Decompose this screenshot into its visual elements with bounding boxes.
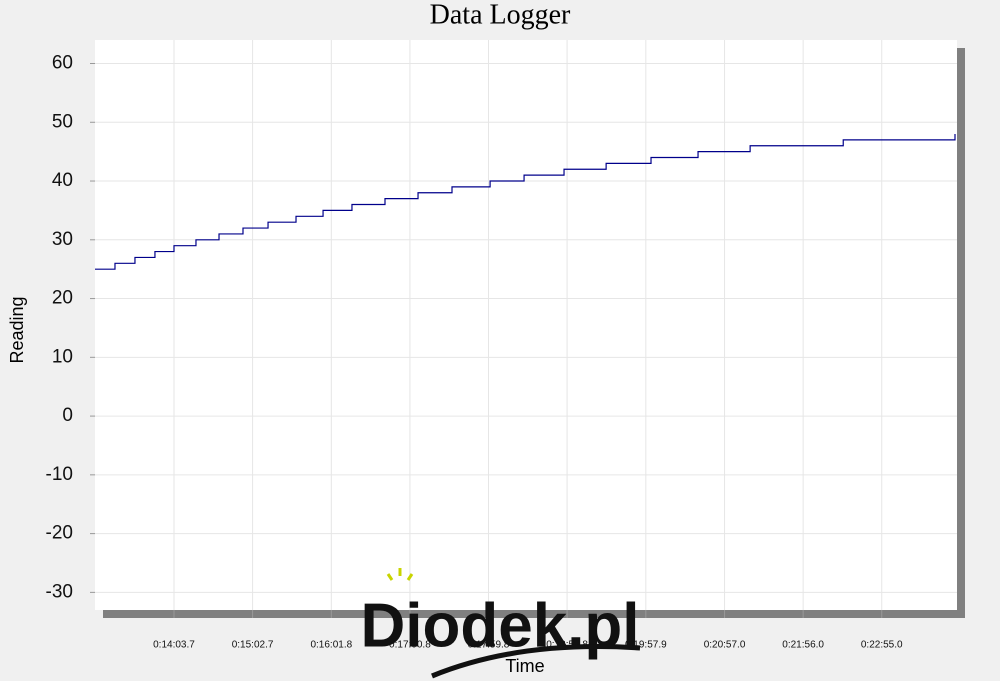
y-tick-label: -20 [46,523,73,544]
chart-title: Data Logger [430,0,571,30]
x-tick-label: 0:17:59.8 [468,640,510,651]
y-tick-label: -30 [46,581,73,602]
watermark: Diodek.pl [360,591,639,660]
y-tick-label: 10 [52,346,73,367]
x-axis-label: Time [505,656,544,676]
y-axis-label: Reading [7,296,27,363]
x-tick-label: 0:21:56.0 [782,640,824,651]
y-tick-label: 40 [52,170,73,191]
logo: Diodek.pl [360,568,641,679]
y-tick-label: 30 [52,229,73,250]
y-tick-label: 60 [52,53,73,74]
x-tick-label: 0:16:01.8 [310,640,352,651]
x-tick-label: 0:15:02.7 [232,640,274,651]
data-line [95,134,956,270]
y-tick-label: 50 [52,111,73,132]
x-tick-label: 0:19:57.9 [625,640,667,651]
x-tick-label: 0:22:55.0 [861,640,903,651]
x-tick-label: 0:14:03.7 [153,640,195,651]
x-tick-label: 0:20:57.0 [704,640,746,651]
x-tick-label: 0:17:00.8 [389,640,431,651]
y-tick-label: -10 [46,464,73,485]
y-tick-label: 20 [52,288,73,309]
y-tick-label: 0 [62,405,73,426]
plot-area [95,40,957,610]
